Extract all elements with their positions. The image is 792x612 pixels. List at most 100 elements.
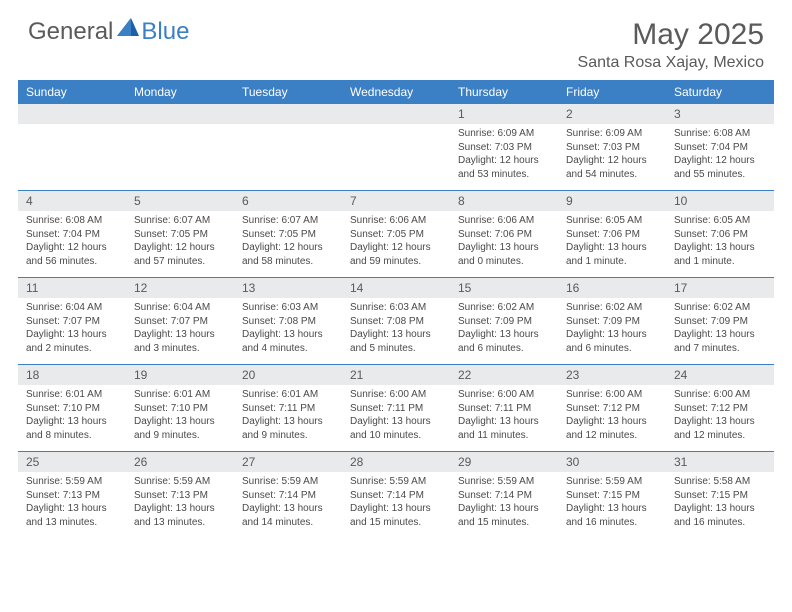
day-details: Sunrise: 6:06 AMSunset: 7:05 PMDaylight:… [342, 211, 450, 272]
day-cell: 10Sunrise: 6:05 AMSunset: 7:06 PMDayligh… [666, 191, 774, 277]
day-details: Sunrise: 6:09 AMSunset: 7:03 PMDaylight:… [450, 124, 558, 185]
sunrise-text: Sunrise: 6:02 AM [674, 301, 766, 315]
sunset-text: Sunset: 7:14 PM [242, 489, 334, 503]
day-number: 12 [126, 278, 234, 298]
sunrise-text: Sunrise: 6:05 AM [566, 214, 658, 228]
day-details: Sunrise: 6:07 AMSunset: 7:05 PMDaylight:… [234, 211, 342, 272]
daylight-text: Daylight: 12 hours and 53 minutes. [458, 154, 550, 181]
day-cell: 21Sunrise: 6:00 AMSunset: 7:11 PMDayligh… [342, 365, 450, 451]
day-details: Sunrise: 5:59 AMSunset: 7:15 PMDaylight:… [558, 472, 666, 533]
day-cell: 1Sunrise: 6:09 AMSunset: 7:03 PMDaylight… [450, 104, 558, 190]
day-cell: 16Sunrise: 6:02 AMSunset: 7:09 PMDayligh… [558, 278, 666, 364]
daylight-text: Daylight: 13 hours and 6 minutes. [566, 328, 658, 355]
sunrise-text: Sunrise: 6:02 AM [566, 301, 658, 315]
day-details: Sunrise: 5:58 AMSunset: 7:15 PMDaylight:… [666, 472, 774, 533]
empty-day-cell [234, 104, 342, 190]
sunset-text: Sunset: 7:07 PM [26, 315, 118, 329]
sunset-text: Sunset: 7:07 PM [134, 315, 226, 329]
sunset-text: Sunset: 7:05 PM [350, 228, 442, 242]
day-number: 23 [558, 365, 666, 385]
sunset-text: Sunset: 7:13 PM [134, 489, 226, 503]
day-cell: 4Sunrise: 6:08 AMSunset: 7:04 PMDaylight… [18, 191, 126, 277]
sunrise-text: Sunrise: 5:58 AM [674, 475, 766, 489]
sunrise-text: Sunrise: 5:59 AM [350, 475, 442, 489]
day-number: 30 [558, 452, 666, 472]
daylight-text: Daylight: 13 hours and 10 minutes. [350, 415, 442, 442]
day-details [18, 124, 126, 184]
sunset-text: Sunset: 7:05 PM [242, 228, 334, 242]
daylight-text: Daylight: 12 hours and 57 minutes. [134, 241, 226, 268]
day-cell: 12Sunrise: 6:04 AMSunset: 7:07 PMDayligh… [126, 278, 234, 364]
day-details [234, 124, 342, 184]
day-number: 26 [126, 452, 234, 472]
day-cell: 2Sunrise: 6:09 AMSunset: 7:03 PMDaylight… [558, 104, 666, 190]
daylight-text: Daylight: 13 hours and 12 minutes. [674, 415, 766, 442]
day-number: 11 [18, 278, 126, 298]
sunset-text: Sunset: 7:03 PM [566, 141, 658, 155]
day-number: 19 [126, 365, 234, 385]
day-details: Sunrise: 6:08 AMSunset: 7:04 PMDaylight:… [666, 124, 774, 185]
daylight-text: Daylight: 13 hours and 9 minutes. [134, 415, 226, 442]
day-number: 9 [558, 191, 666, 211]
day-cell: 13Sunrise: 6:03 AMSunset: 7:08 PMDayligh… [234, 278, 342, 364]
day-number: 17 [666, 278, 774, 298]
sunset-text: Sunset: 7:11 PM [458, 402, 550, 416]
day-number: 28 [342, 452, 450, 472]
day-number: 21 [342, 365, 450, 385]
sunrise-text: Sunrise: 6:09 AM [458, 127, 550, 141]
day-details: Sunrise: 5:59 AMSunset: 7:13 PMDaylight:… [126, 472, 234, 533]
day-number: 8 [450, 191, 558, 211]
day-details: Sunrise: 6:02 AMSunset: 7:09 PMDaylight:… [666, 298, 774, 359]
sunset-text: Sunset: 7:13 PM [26, 489, 118, 503]
sunrise-text: Sunrise: 6:04 AM [26, 301, 118, 315]
sunset-text: Sunset: 7:04 PM [26, 228, 118, 242]
sunrise-text: Sunrise: 6:00 AM [566, 388, 658, 402]
day-number: 5 [126, 191, 234, 211]
day-cell: 9Sunrise: 6:05 AMSunset: 7:06 PMDaylight… [558, 191, 666, 277]
day-details: Sunrise: 6:01 AMSunset: 7:11 PMDaylight:… [234, 385, 342, 446]
day-number: 14 [342, 278, 450, 298]
day-details: Sunrise: 6:09 AMSunset: 7:03 PMDaylight:… [558, 124, 666, 185]
sunset-text: Sunset: 7:09 PM [458, 315, 550, 329]
day-cell: 6Sunrise: 6:07 AMSunset: 7:05 PMDaylight… [234, 191, 342, 277]
day-cell: 27 Sunrise: 5:59 AMSunset: 7:14 PMDayligh… [234, 452, 342, 538]
sunset-text: Sunset: 7:14 PM [350, 489, 442, 503]
day-number: 4 [18, 191, 126, 211]
sunrise-text: Sunrise: 6:00 AM [350, 388, 442, 402]
daylight-text: Daylight: 13 hours and 8 minutes. [26, 415, 118, 442]
daylight-text: Daylight: 12 hours and 55 minutes. [674, 154, 766, 181]
sunrise-text: Sunrise: 5:59 AM [242, 475, 334, 489]
sunset-text: Sunset: 7:08 PM [350, 315, 442, 329]
day-number: 31 [666, 452, 774, 472]
sunrise-text: Sunrise: 6:07 AM [242, 214, 334, 228]
day-number [234, 104, 342, 124]
sunset-text: Sunset: 7:08 PM [242, 315, 334, 329]
day-number: 16 [558, 278, 666, 298]
day-details: Sunrise: 6:00 AMSunset: 7:11 PMDaylight:… [342, 385, 450, 446]
day-header: Tuesday [234, 80, 342, 104]
brand-text-general: General [28, 18, 113, 46]
day-number: 24 [666, 365, 774, 385]
sunrise-text: Sunrise: 5:59 AM [26, 475, 118, 489]
daylight-text: Daylight: 13 hours and 16 minutes. [674, 502, 766, 529]
sunrise-text: Sunrise: 6:05 AM [674, 214, 766, 228]
sunset-text: Sunset: 7:06 PM [674, 228, 766, 242]
day-details [342, 124, 450, 184]
day-header: Saturday [666, 80, 774, 104]
day-cell: 22Sunrise: 6:00 AMSunset: 7:11 PMDayligh… [450, 365, 558, 451]
day-number: 2 [558, 104, 666, 124]
day-number: 7 [342, 191, 450, 211]
daylight-text: Daylight: 12 hours and 59 minutes. [350, 241, 442, 268]
daylight-text: Daylight: 13 hours and 14 minutes. [242, 502, 334, 529]
month-title: May 2025 [578, 18, 764, 52]
day-cell: 14Sunrise: 6:03 AMSunset: 7:08 PMDayligh… [342, 278, 450, 364]
day-cell: 23Sunrise: 6:00 AMSunset: 7:12 PMDayligh… [558, 365, 666, 451]
calendar-grid: SundayMondayTuesdayWednesdayThursdayFrid… [0, 80, 792, 538]
week-row: 1Sunrise: 6:09 AMSunset: 7:03 PMDaylight… [18, 104, 774, 190]
daylight-text: Daylight: 13 hours and 2 minutes. [26, 328, 118, 355]
title-block: May 2025 Santa Rosa Xajay, Mexico [578, 18, 764, 72]
sunset-text: Sunset: 7:10 PM [26, 402, 118, 416]
daylight-text: Daylight: 13 hours and 11 minutes. [458, 415, 550, 442]
day-number: 27 [234, 452, 342, 472]
sunrise-text: Sunrise: 6:07 AM [134, 214, 226, 228]
